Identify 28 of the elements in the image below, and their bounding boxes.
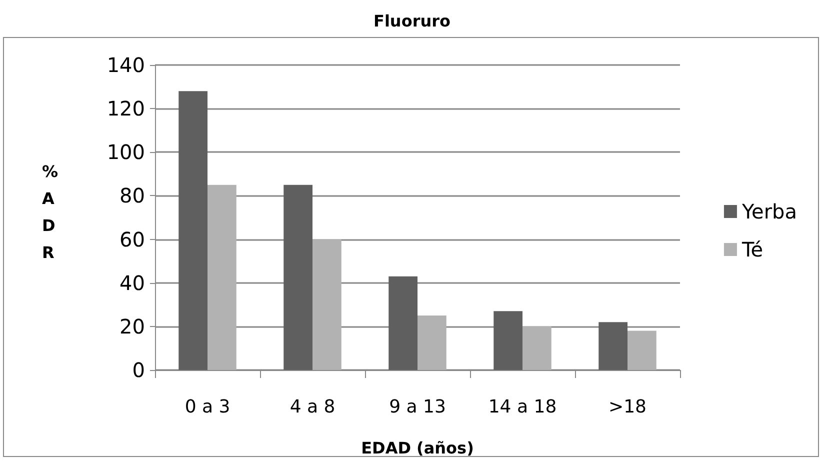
y-tick-label: 100 xyxy=(106,140,145,164)
y-tick-label: 80 xyxy=(120,184,145,208)
y-tick-label: 40 xyxy=(120,270,145,295)
chart-title: Fluoruro xyxy=(374,12,450,30)
y-tick-label: 60 xyxy=(120,227,145,252)
y-tick-label: 0 xyxy=(132,358,145,382)
x-tick-label: 14 a 18 xyxy=(488,396,557,418)
bar xyxy=(418,316,446,370)
y-tick-label: 20 xyxy=(120,314,145,338)
bar xyxy=(312,239,342,370)
x-tick-label: 4 a 8 xyxy=(290,396,336,418)
y-axis-title: %ADR xyxy=(42,162,58,262)
y-tick-label: 120 xyxy=(106,96,145,121)
bar xyxy=(522,326,552,370)
bar xyxy=(628,330,656,370)
bar xyxy=(208,184,236,370)
legend-label: Yerba xyxy=(740,200,798,224)
legend-label: Té xyxy=(740,238,764,262)
bar xyxy=(494,311,522,370)
bar xyxy=(388,276,418,370)
x-tick-label: 9 a 13 xyxy=(389,396,446,418)
bar xyxy=(178,91,208,370)
x-tick-label: 0 a 3 xyxy=(184,396,230,418)
y-tick-label: 140 xyxy=(106,53,145,77)
bar xyxy=(284,184,312,370)
bar xyxy=(598,322,628,370)
x-axis-title: EDAD (años) xyxy=(361,438,474,458)
x-tick-label: >18 xyxy=(608,396,646,418)
